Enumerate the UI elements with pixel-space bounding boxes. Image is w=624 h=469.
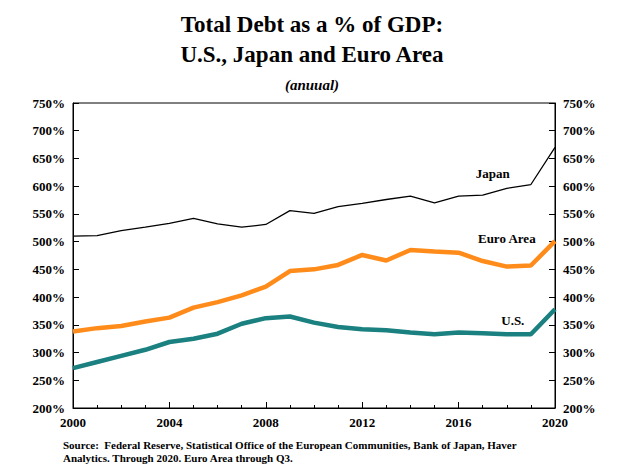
svg-text:550%: 550%	[33, 206, 66, 221]
svg-text:2000: 2000	[60, 415, 86, 430]
svg-text:450%: 450%	[33, 262, 66, 277]
svg-text:750%: 750%	[563, 96, 596, 111]
svg-text:500%: 500%	[33, 234, 66, 249]
svg-text:600%: 600%	[33, 179, 66, 194]
svg-text:750%: 750%	[33, 96, 66, 111]
svg-text:Japan: Japan	[476, 166, 511, 181]
svg-text:(anuual): (anuual)	[285, 77, 339, 94]
svg-text:250%: 250%	[563, 373, 596, 388]
svg-text:Analytics. Through 2020. Euro: Analytics. Through 2020. Euro Area throu…	[63, 452, 293, 464]
svg-text:2012: 2012	[349, 415, 375, 430]
svg-text:300%: 300%	[563, 345, 596, 360]
svg-text:2004: 2004	[156, 415, 183, 430]
svg-text:Euro Area: Euro Area	[478, 231, 536, 246]
svg-text:350%: 350%	[563, 317, 596, 332]
svg-text:700%: 700%	[563, 123, 596, 138]
svg-text:300%: 300%	[33, 345, 66, 360]
svg-text:350%: 350%	[33, 317, 66, 332]
svg-text:550%: 550%	[563, 206, 596, 221]
svg-text:250%: 250%	[33, 373, 66, 388]
svg-text:200%: 200%	[33, 401, 66, 416]
svg-text:Source: Federal Reserve, Stat: Source: Federal Reserve, Statistical Off…	[63, 439, 517, 451]
svg-text:450%: 450%	[563, 262, 596, 277]
svg-text:650%: 650%	[33, 151, 66, 166]
svg-text:200%: 200%	[563, 401, 596, 416]
svg-text:U.S.: U.S.	[501, 313, 524, 328]
svg-text:700%: 700%	[33, 123, 66, 138]
svg-text:500%: 500%	[563, 234, 596, 249]
svg-text:Total Debt as a % of GDP:: Total Debt as a % of GDP:	[181, 12, 443, 37]
svg-text:650%: 650%	[563, 151, 596, 166]
svg-text:400%: 400%	[33, 290, 66, 305]
svg-text:2008: 2008	[253, 415, 280, 430]
svg-text:600%: 600%	[563, 179, 596, 194]
svg-text:400%: 400%	[563, 290, 596, 305]
svg-text:2016: 2016	[446, 415, 473, 430]
svg-text:U.S., Japan and Euro Area: U.S., Japan and Euro Area	[180, 42, 444, 67]
svg-text:2020: 2020	[542, 415, 568, 430]
